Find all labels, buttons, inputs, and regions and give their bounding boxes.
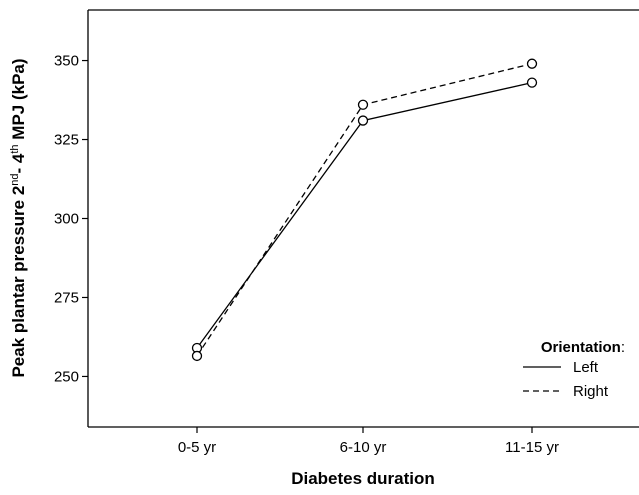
y-tick-label: 325 <box>54 132 79 149</box>
legend: Orientation: Left Right <box>523 339 625 400</box>
legend-title: Orientation: <box>541 339 625 356</box>
x-tick-label: 11-15 yr <box>505 439 559 456</box>
x-ticks: 0-5 yr 6-10 yr 11-15 yr <box>178 427 559 456</box>
x-tick-label: 6-10 yr <box>340 439 387 456</box>
y-axis-title-sup2: th <box>9 144 21 153</box>
y-tick-label: 300 <box>54 211 79 228</box>
x-tick-label: 0-5 yr <box>178 439 216 456</box>
legend-title-text: Orientation <box>541 339 621 356</box>
y-axis-title-mid: - 4 <box>9 153 28 173</box>
legend-title-suffix: : <box>621 339 625 356</box>
data-point-right <box>191 350 203 362</box>
series-points <box>191 58 538 362</box>
legend-label-left: Left <box>573 359 599 376</box>
data-point-right <box>357 99 369 110</box>
legend-label-right: Right <box>573 383 609 400</box>
y-ticks: 250 275 300 325 350 <box>54 53 88 385</box>
data-point-right <box>526 58 538 69</box>
y-axis-title-end: MPJ (kPa) <box>9 58 28 144</box>
y-tick-label: 250 <box>54 368 79 385</box>
data-point-left <box>526 77 538 88</box>
y-axis-title-sup1: nd <box>9 173 21 185</box>
chart-axes <box>87 9 639 428</box>
y-tick-label: 275 <box>54 289 79 306</box>
legend-items: Left Right <box>523 359 609 400</box>
y-axis-title: Peak plantar pressure 2nd- 4th MPJ (kPa) <box>9 58 28 377</box>
x-axis-title: Diabetes duration <box>291 469 435 488</box>
y-tick-label: 350 <box>54 53 79 70</box>
y-axis-title-main: Peak plantar pressure 2 <box>9 186 28 378</box>
data-point-left <box>357 115 369 126</box>
